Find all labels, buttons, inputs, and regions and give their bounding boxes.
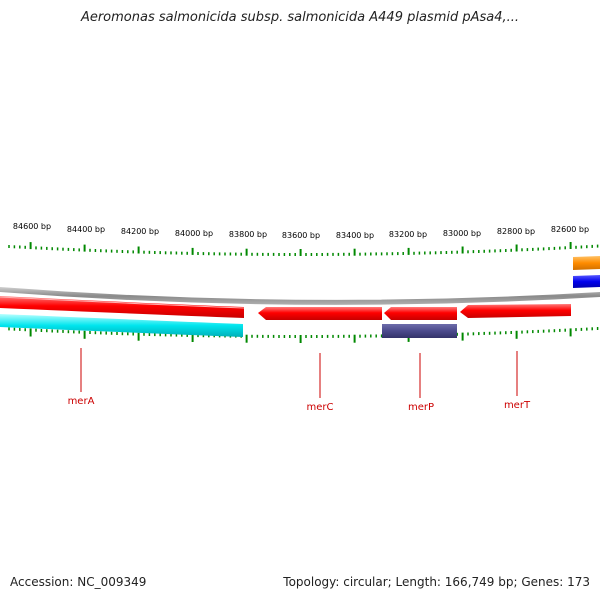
scale-label: 82600 bp: [551, 225, 589, 234]
scale-label: 84000 bp: [175, 229, 213, 238]
gene-merP[interactable]: [384, 307, 457, 320]
gene-merT[interactable]: [460, 304, 571, 318]
scale-label: 84600 bp: [13, 222, 51, 231]
cyan-feature[interactable]: [0, 314, 243, 337]
scale-label: 83800 bp: [229, 230, 267, 239]
scale-ticks-top: [8, 242, 599, 256]
gene-merA-highlight: [0, 296, 245, 309]
map-title: Aeromonas salmonicida subsp. salmonicida…: [80, 10, 520, 25]
scale-label: 84200 bp: [121, 227, 159, 236]
accession-text: Accession: NC_009349: [10, 575, 147, 589]
gene-label-merA[interactable]: merA: [68, 396, 95, 407]
scale-label: 83600 bp: [282, 231, 320, 240]
scale-label: 82800 bp: [497, 227, 535, 236]
scale-label: 84400 bp: [67, 225, 105, 234]
gene-leader-lines: [80, 348, 518, 398]
blue-feature[interactable]: [573, 275, 600, 288]
purple-feature[interactable]: [382, 324, 457, 338]
gene-labels: merA merC merP merT: [68, 396, 531, 413]
gene-merC[interactable]: [258, 307, 382, 320]
gene-label-merP[interactable]: merP: [408, 402, 434, 413]
scale-label: 83000 bp: [443, 229, 481, 238]
scale-label: 83400 bp: [336, 231, 374, 240]
summary-text: Topology: circular; Length: 166,749 bp; …: [283, 575, 590, 589]
scale-label: 83200 bp: [389, 230, 427, 239]
gene-label-merC[interactable]: merC: [307, 402, 334, 413]
gene-merA[interactable]: [0, 296, 244, 318]
gene-label-merT[interactable]: merT: [504, 400, 531, 411]
orange-feature[interactable]: [573, 256, 600, 270]
plasmid-backbone: [0, 287, 600, 305]
scale-labels: 84600 bp 84400 bp 84200 bp 84000 bp 8380…: [13, 222, 589, 240]
